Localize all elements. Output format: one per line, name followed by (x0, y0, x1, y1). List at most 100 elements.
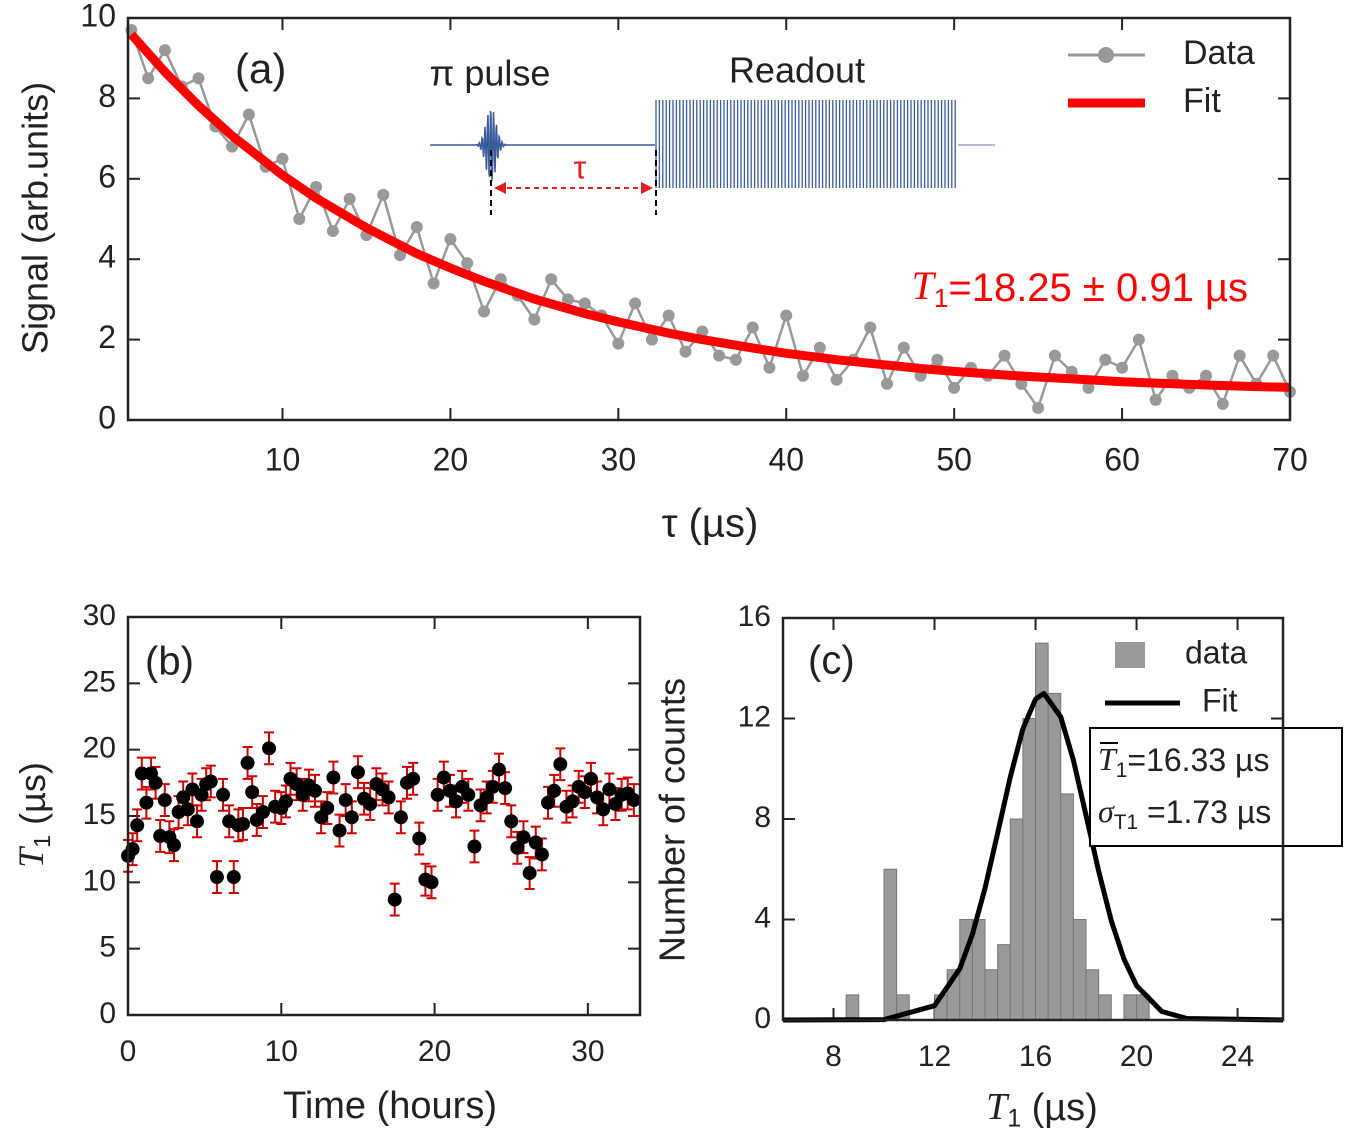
legend-label: Data (1183, 34, 1255, 72)
data-point (1048, 349, 1061, 362)
data-point (780, 309, 793, 322)
data-point (240, 755, 255, 770)
data-point (226, 870, 241, 885)
legend-label: Fit (1183, 82, 1221, 120)
data-point (528, 835, 543, 850)
data-point (477, 305, 490, 318)
y-tick-label: 10 (80, 0, 116, 33)
data-point (485, 779, 500, 794)
stats-label-text: =1.73 µs (1138, 794, 1271, 830)
data-point (444, 233, 457, 246)
data-point (528, 313, 541, 326)
data-point (194, 787, 209, 802)
x-axis-label-subscript: 1 (1007, 1105, 1021, 1132)
x-tick-label: 20 (433, 441, 469, 477)
data-point (1166, 369, 1179, 382)
data-point (262, 741, 277, 756)
x-tick-label: 8 (825, 1040, 842, 1073)
data-point (1082, 381, 1095, 394)
stats-label-subscript: 1 (1116, 759, 1128, 782)
data-point (139, 795, 154, 810)
data-point (545, 273, 558, 286)
y-tick-label: 12 (738, 700, 771, 733)
data-point (596, 802, 611, 817)
hist-bar (1072, 919, 1087, 1021)
x-tick-label: 70 (1272, 441, 1308, 477)
plot-frame (126, 615, 642, 1017)
stats-label-text: =16.33 µs (1127, 742, 1269, 778)
data-point (436, 770, 451, 785)
data-point (394, 249, 407, 262)
data-point (326, 225, 339, 238)
data-point (338, 793, 353, 808)
data-point (344, 810, 359, 825)
x-tick-label: 30 (571, 1035, 604, 1068)
data-point (763, 361, 776, 374)
legend-label: data (1185, 634, 1247, 670)
panel-label: (a) (235, 45, 286, 92)
data-point (293, 213, 306, 225)
x-tick-label: 50 (936, 441, 972, 477)
readout-label: Readout (729, 50, 865, 91)
pulse-label: π pulse (430, 53, 551, 94)
y-tick-label: 0 (99, 997, 116, 1030)
x-tick-label: 30 (601, 441, 637, 477)
data-point (449, 794, 464, 809)
stats-label-symbol: σ (1098, 793, 1115, 829)
data-point (1216, 397, 1229, 410)
data-point (308, 783, 323, 798)
data-point (547, 783, 562, 798)
readout-pulse (655, 100, 956, 188)
y-tick-label: 16 (738, 600, 771, 633)
data-point (541, 795, 556, 810)
data-point (729, 353, 742, 366)
delay-label: τ (574, 149, 587, 185)
x-tick-label: 24 (1221, 1040, 1254, 1073)
x-tick-label: 40 (768, 441, 804, 477)
hist-bar (1022, 718, 1037, 1021)
hist-bar (984, 969, 999, 1021)
hist-bar (1060, 793, 1074, 1021)
x-tick-label: 0 (120, 1035, 137, 1068)
legend-marker (1098, 47, 1114, 63)
data-point (713, 349, 726, 362)
fit-line (782, 690, 1284, 1023)
stats-label-subscript: T1 (1114, 811, 1138, 834)
data-point (461, 787, 476, 802)
data-point (679, 345, 692, 358)
y-tick-label: 8 (754, 801, 771, 834)
y-tick-label: 2 (98, 319, 116, 355)
y-tick-label: 30 (83, 599, 116, 632)
data-point (583, 771, 598, 786)
x-axis-label: Time (hours) (283, 1085, 497, 1127)
data-point (320, 801, 335, 816)
x-axis-label-text: (µs) (1021, 1087, 1098, 1129)
data-point (412, 831, 427, 846)
data-point (565, 794, 580, 809)
data-point (350, 765, 365, 780)
y-tick-label: 8 (98, 78, 116, 114)
data-point (289, 777, 304, 792)
data-point (343, 192, 356, 205)
y-tick-label: 10 (83, 864, 116, 897)
hist-bar (997, 944, 1011, 1021)
x-tick-label: 20 (1120, 1040, 1153, 1073)
x-tick-label: 10 (265, 1035, 298, 1068)
data-point (516, 830, 531, 845)
data-point (813, 341, 826, 354)
data-point (192, 72, 205, 85)
data-point (1099, 353, 1112, 366)
data-point (553, 757, 568, 772)
data-point (216, 787, 231, 802)
data-point (130, 818, 145, 833)
x-axis-label: T1 (µs) (986, 1086, 1098, 1132)
data-point (522, 866, 537, 881)
y-tick-label: 0 (754, 1002, 771, 1035)
data-point (645, 333, 658, 346)
data-point (504, 814, 519, 829)
data-point (1132, 333, 1145, 346)
data-point (590, 790, 605, 805)
data-point (1233, 349, 1246, 362)
data-point (830, 373, 843, 386)
